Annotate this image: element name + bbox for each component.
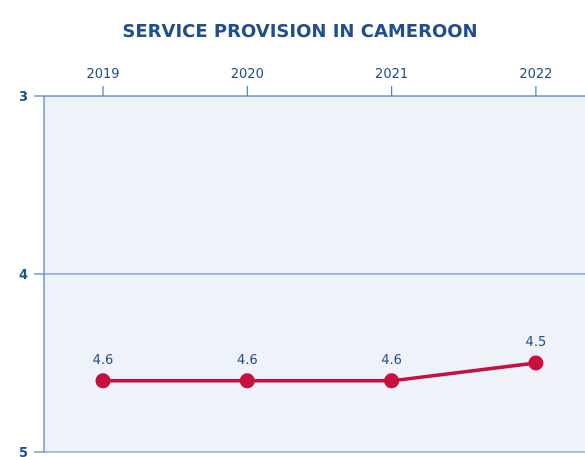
x-tick-label: 2022 [519, 67, 552, 82]
x-tick-label: 2021 [375, 67, 408, 82]
data-point [95, 373, 111, 389]
data-point [528, 355, 544, 371]
chart-title: SERVICE PROVISION IN CAMEROON [122, 21, 477, 42]
data-point [384, 373, 400, 389]
y-tick-label: 3 [19, 90, 28, 105]
y-tick-label: 4 [19, 268, 28, 283]
plot-area: 3 4 5 2019 2020 2021 2022 4.6 4.6 4.6 4.5 [19, 67, 585, 457]
y-tick-label: 5 [19, 446, 28, 457]
series-line [103, 361, 537, 383]
x-tick-label: 2019 [86, 67, 119, 82]
data-label: 4.6 [381, 353, 402, 368]
data-label: 4.6 [93, 353, 114, 368]
data-label: 4.6 [237, 353, 258, 368]
data-point [239, 373, 255, 389]
data-label: 4.5 [526, 335, 547, 350]
x-tick-label: 2020 [231, 67, 264, 82]
